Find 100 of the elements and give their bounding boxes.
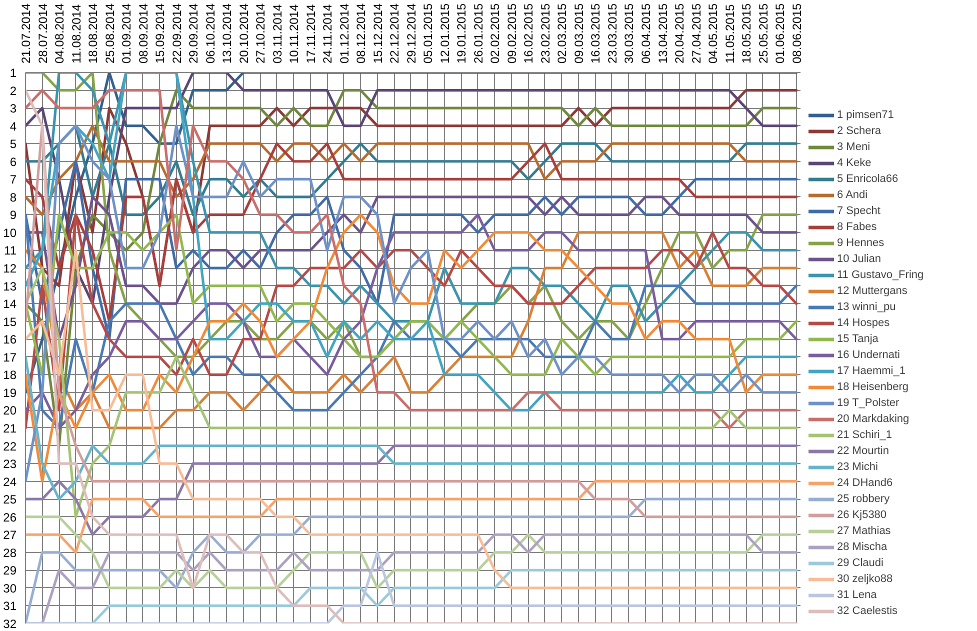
x-tick-label: 26.01.2015: [471, 3, 486, 64]
legend-label: 31 Lena: [837, 588, 877, 603]
legend-label: 1 pimsen71: [837, 108, 894, 123]
y-tick-label: 22: [3, 439, 17, 454]
legend-label: 12 Muttergans: [837, 284, 908, 299]
y-tick-label: 21: [3, 421, 17, 436]
x-tick-label: 15.12.2014: [370, 3, 385, 64]
legend-label: 7 Specht: [837, 204, 880, 219]
x-tick-label: 03.11.2014: [270, 4, 284, 64]
x-tick-label: 01.12.2014: [337, 3, 352, 64]
x-tick-label: 30.03.2015: [622, 3, 636, 64]
legend-label: 32 Caelestis: [837, 604, 898, 619]
y-tick-label: 18: [3, 368, 17, 382]
x-tick-label: 08.09.2014: [136, 3, 150, 64]
x-tick-label: 13.04.2015: [656, 3, 670, 64]
legend-label: 30 zeljko88: [837, 572, 893, 587]
x-tick-label: 23.02.2015: [538, 3, 552, 64]
x-tick-label: 06.04.2015: [639, 3, 653, 64]
y-tick-label: 11: [4, 244, 17, 258]
legend-label: 2 Schera: [837, 124, 882, 139]
y-tick-label: 17: [3, 350, 17, 364]
x-tick-label: 29.12.2014: [404, 3, 418, 64]
legend-label: 4 Keke: [837, 156, 872, 171]
x-tick-label: 15.09.2014: [153, 3, 168, 64]
legend-label: 13 winni_pu: [837, 300, 896, 315]
legend-label: 14 Hospes: [837, 316, 890, 331]
legend-label: 18 Heisenberg: [837, 380, 909, 395]
y-tick-label: 32: [3, 617, 17, 631]
legend-label: 15 Tanja: [837, 332, 878, 347]
legend-label: 16 Undernati: [837, 348, 900, 363]
x-tick-label: 13.10.2014: [220, 3, 234, 64]
y-tick-label: 19: [3, 386, 17, 400]
x-tick-label: 01.09.2014: [120, 3, 134, 64]
legend-label: 22 Mourtin: [837, 444, 889, 459]
x-tick-label: 17.11.2014: [304, 4, 318, 64]
y-tick-label: 25: [3, 492, 17, 507]
y-tick-label: 27: [3, 528, 17, 542]
x-tick-label: 19.01.2015: [454, 3, 469, 64]
legend-label: 10 Julian: [837, 252, 882, 267]
x-tick-label: 25.05.2015: [756, 3, 770, 64]
y-tick-label: 8: [10, 190, 17, 204]
x-tick-label: 18.05.2015: [740, 3, 754, 64]
y-tick-label: 28: [3, 546, 17, 560]
legend-label: 20 Markdaking: [837, 412, 910, 427]
x-tick-label: 23.03.2015: [605, 3, 620, 64]
y-tick-label: 31: [3, 599, 17, 614]
x-tick-label: 24.11.2014: [320, 4, 335, 64]
x-tick-label: 11.05.2015: [722, 4, 737, 64]
x-tick-label: 06.10.2014: [203, 3, 218, 64]
y-tick-label: 12: [3, 262, 17, 276]
x-tick-label: 28.07.2014: [36, 3, 50, 64]
x-tick-label: 27.10.2014: [254, 3, 268, 64]
y-tick-label: 1: [10, 66, 17, 80]
y-tick-label: 3: [10, 102, 17, 116]
y-tick-label: 9: [10, 208, 17, 222]
legend-label: 28 Mischa: [837, 540, 888, 555]
x-tick-label: 05.01.2015: [421, 3, 436, 64]
legend-label: 19 T_Polster: [837, 396, 900, 411]
x-tick-label: 20.10.2014: [236, 3, 251, 64]
x-tick-label: 27.04.2015: [689, 3, 704, 64]
x-tick-label: 10.11.2014: [287, 4, 302, 64]
x-tick-label: 25.08.2014: [102, 3, 117, 64]
y-tick-label: 29: [3, 564, 17, 578]
x-tick-label: 11.08.2014: [69, 4, 84, 64]
x-tick-label: 22.09.2014: [170, 3, 184, 64]
legend-label: 27 Mathias: [837, 524, 891, 539]
x-tick-label: 01.06.2015: [773, 3, 788, 64]
legend-label: 6 Andi: [837, 188, 868, 203]
legend-label: 17 Haemmi_1: [837, 364, 906, 379]
legend-label: 25 robbery: [837, 492, 890, 507]
x-tick-label: 09.02.2015: [504, 3, 519, 64]
y-tick-label: 14: [3, 297, 17, 312]
legend-label: 3 Meni: [837, 140, 870, 155]
y-tick-label: 13: [3, 279, 17, 294]
x-tick-label: 04.05.2015: [706, 3, 720, 64]
y-tick-label: 16: [3, 332, 17, 347]
x-tick-label: 20.04.2015: [672, 3, 687, 64]
x-tick-label: 22.12.2014: [388, 3, 402, 64]
x-tick-label: 08.06.2015: [790, 3, 804, 64]
x-tick-label: 21.07.2014: [19, 3, 33, 64]
legend-label: 23 Michi: [837, 460, 878, 475]
y-tick-label: 2: [10, 84, 17, 98]
y-tick-label: 10: [3, 226, 17, 240]
legend-label: 24 DHand6: [837, 476, 893, 491]
x-tick-label: 09.03.2015: [572, 3, 586, 64]
y-tick-label: 20: [3, 404, 17, 418]
y-tick-label: 15: [3, 314, 17, 329]
x-tick-label: 12.01.2015: [438, 3, 452, 64]
y-tick-label: 23: [3, 457, 17, 472]
x-tick-label: 02.03.2015: [555, 3, 570, 64]
legend-label: 29 Claudi: [837, 556, 884, 571]
y-tick-label: 30: [3, 581, 17, 596]
y-tick-label: 4: [10, 119, 17, 134]
y-tick-label: 5: [10, 137, 17, 152]
legend-label: 21 Schiri_1: [837, 428, 892, 443]
x-tick-label: 29.09.2014: [186, 3, 201, 64]
legend-label: 8 Fabes: [837, 220, 877, 235]
x-tick-label: 08.12.2014: [354, 3, 368, 64]
y-tick-label: 26: [3, 510, 17, 524]
x-tick-label: 16.03.2015: [588, 3, 603, 64]
